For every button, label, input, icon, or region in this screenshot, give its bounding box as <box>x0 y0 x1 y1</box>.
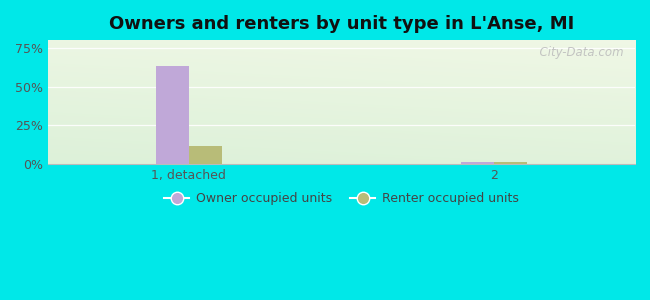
Bar <box>188 146 222 164</box>
Legend: Owner occupied units, Renter occupied units: Owner occupied units, Renter occupied un… <box>159 187 523 210</box>
Text: City-Data.com: City-Data.com <box>532 46 623 59</box>
Bar <box>462 162 494 164</box>
Bar <box>494 162 527 164</box>
Bar <box>156 67 188 164</box>
Title: Owners and renters by unit type in L'Anse, MI: Owners and renters by unit type in L'Ans… <box>109 15 574 33</box>
